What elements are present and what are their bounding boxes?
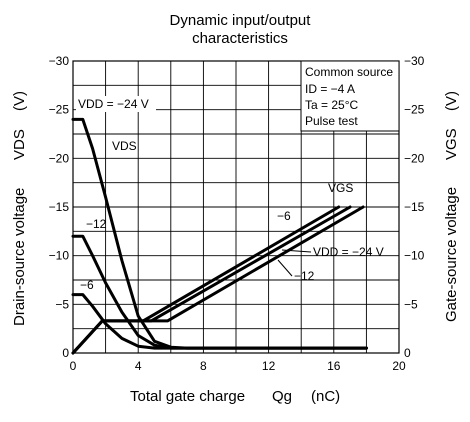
y-right-tick-label: −15 xyxy=(404,200,425,214)
vgs-m12-leader xyxy=(277,259,293,277)
x-tick-label: 0 xyxy=(70,359,77,373)
vdd-top-label: VDD = −24 V xyxy=(78,97,149,111)
x-axis-label: Total gate charge xyxy=(130,388,245,405)
y-left-axis-symbol: VDS xyxy=(11,129,28,160)
x-axis-unit: (nC) xyxy=(311,388,340,405)
y-right-axis-symbol: VGS xyxy=(443,128,460,160)
condition-line2: ID = −4 A xyxy=(305,82,355,96)
x-tick-label: 8 xyxy=(200,359,207,373)
grid-lines xyxy=(73,61,399,353)
x-tick-label: 12 xyxy=(262,359,276,373)
vds-m12-label: −12 xyxy=(86,217,107,231)
vgs-vdd-label: VDD = −24 V xyxy=(313,245,384,259)
y-right-tick-label: −20 xyxy=(404,151,425,165)
y-left-axis-unit: (V) xyxy=(11,91,28,111)
x-tick-label: 4 xyxy=(135,359,142,373)
vds-label: VDS xyxy=(112,139,137,153)
condition-line4: Pulse test xyxy=(305,114,358,128)
y-right-tick-label: −25 xyxy=(404,103,425,117)
series-line-1 xyxy=(71,117,368,350)
vgs-m6-label: −6 xyxy=(277,209,291,223)
tick-labels: 0 4 8 12 16 200−5−10−15−20−25−300−5−10−15−20−… xyxy=(49,54,425,373)
y-left-axis-label: Drain-source voltage xyxy=(11,188,28,326)
vds-m6-label: −6 xyxy=(80,278,94,292)
chart-title-line1: Dynamic input/output xyxy=(169,12,311,29)
vgs-vdd-leader xyxy=(281,249,312,253)
y-left-tick-label: −5 xyxy=(55,297,69,311)
y-left-tick-label: −30 xyxy=(49,54,70,68)
vgs-label: VGS xyxy=(328,181,353,195)
series-line-6 xyxy=(71,205,365,355)
vgs-m12-label: −12 xyxy=(294,269,315,283)
plot-frame xyxy=(72,60,400,354)
series-lines xyxy=(71,117,368,355)
conditions-box xyxy=(300,60,400,132)
y-left-tick-label: −15 xyxy=(49,200,70,214)
y-left-tick-label: −20 xyxy=(49,151,70,165)
y-right-axis-label: Gate-source voltage xyxy=(443,187,460,322)
y-right-axis-unit: (V) xyxy=(443,91,460,111)
condition-line3: Ta = 25°C xyxy=(305,98,358,112)
series-line-3 xyxy=(71,293,368,350)
y-left-tick-label: 0 xyxy=(62,346,69,360)
condition-line1: Common source xyxy=(305,65,393,79)
y-left-tick-label: −10 xyxy=(49,249,70,263)
y-right-tick-label: −30 xyxy=(404,54,425,68)
y-right-tick-label: −10 xyxy=(404,249,425,263)
x-tick-label: 16 xyxy=(327,359,341,373)
x-tick-label: 20 xyxy=(392,359,406,373)
y-right-tick-label: 0 xyxy=(404,346,411,360)
vdd-top-label-bg xyxy=(76,96,156,112)
chart-title-line2: characteristics xyxy=(192,30,288,47)
y-right-tick-label: −5 xyxy=(404,297,418,311)
y-left-tick-label: −25 xyxy=(49,103,70,117)
x-axis-symbol: Qg xyxy=(272,388,292,405)
